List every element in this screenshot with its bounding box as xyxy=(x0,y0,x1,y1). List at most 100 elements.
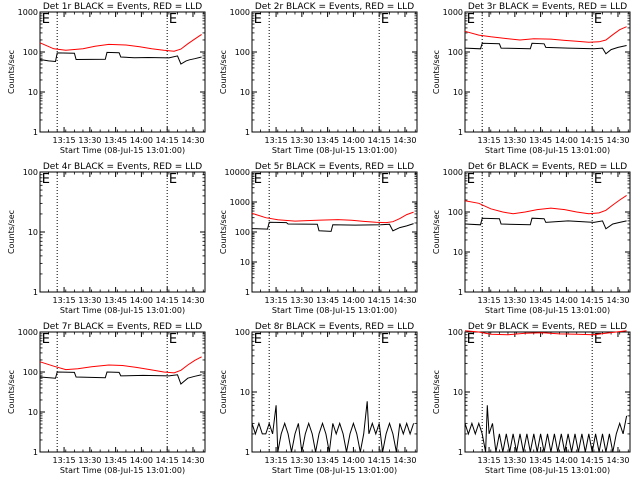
x-tick-label: 14:00 xyxy=(342,136,365,145)
x-tick-label: 13:15 xyxy=(265,456,288,465)
e-marker-label: E xyxy=(254,12,262,27)
y-axis-label: Counts/sec xyxy=(219,370,228,414)
y-tick-label: 100 xyxy=(23,168,38,177)
x-axis-label: Start Time (08-Jul-15 13:01:00) xyxy=(272,306,397,315)
e-marker-label: E xyxy=(254,332,262,347)
y-axis-label: Counts/sec xyxy=(432,210,441,254)
x-tick-label: 14:00 xyxy=(342,456,365,465)
x-tick-label: 13:30 xyxy=(503,136,526,145)
x-tick-label: 14:30 xyxy=(606,136,629,145)
x-tick-label: 13:15 xyxy=(53,456,76,465)
panel-4: Det 4r BLACK = Events, RED = LLD 1 10 100 13… xyxy=(7,162,206,315)
panel-title: Det 6r BLACK = Events, RED = LLD xyxy=(468,162,627,172)
plot-frame xyxy=(464,171,631,293)
e-marker-label: E xyxy=(42,332,50,347)
x-tick-label: 14:15 xyxy=(368,296,391,305)
x-tick-label: 14:30 xyxy=(181,136,204,145)
y-tick-label: 100 xyxy=(448,328,463,337)
y-tick-label: 100 xyxy=(23,48,38,57)
x-tick-label: 13:30 xyxy=(290,456,313,465)
x-tick-label: 13:45 xyxy=(529,136,552,145)
x-tick-label: 13:30 xyxy=(503,296,526,305)
series-events-line xyxy=(251,401,415,453)
y-tick-label: 1000 xyxy=(18,8,38,17)
e-marker-label: E xyxy=(381,172,389,187)
x-tick-label: 13:30 xyxy=(503,456,526,465)
x-tick-label: 13:30 xyxy=(290,136,313,145)
y-tick-label: 1000 xyxy=(443,8,463,17)
x-tick-label: 13:45 xyxy=(104,136,127,145)
x-tick-label: 14:00 xyxy=(130,136,153,145)
series-events-line xyxy=(464,405,628,453)
y-tick-label: 100 xyxy=(448,208,463,217)
panel-title: Det 3r BLACK = Events, RED = LLD xyxy=(468,2,627,12)
e-marker-label: E xyxy=(169,12,177,27)
panel-9: Det 9r BLACK = Events, RED = LLD 1 10 100 13… xyxy=(432,322,631,475)
y-tick-label: 10 xyxy=(453,88,463,97)
x-axis-label: Start Time (08-Jul-15 13:01:00) xyxy=(485,466,610,475)
plot-frame xyxy=(39,11,206,133)
y-tick-label: 10 xyxy=(453,388,463,397)
series-lld-line xyxy=(251,211,414,224)
series-lld-line xyxy=(464,194,627,215)
x-tick-label: 14:00 xyxy=(555,136,578,145)
panel-5: Det 5r BLACK = Events, RED = LLD 1 10 100 10… xyxy=(219,162,418,315)
x-tick-label: 13:15 xyxy=(53,296,76,305)
x-tick-label: 13:30 xyxy=(78,136,101,145)
e-marker-label: E xyxy=(594,332,602,347)
x-tick-label: 14:00 xyxy=(555,296,578,305)
x-tick-label: 14:30 xyxy=(606,456,629,465)
x-tick-label: 14:15 xyxy=(156,136,179,145)
panel-2: Det 2r BLACK = Events, RED = LLD 1 10 100 10… xyxy=(219,2,418,155)
x-axis-label: Start Time (08-Jul-15 13:01:00) xyxy=(485,306,610,315)
panel-6: Det 6r BLACK = Events, RED = LLD 1 10 100 10… xyxy=(432,162,631,315)
panel-3: Det 3r BLACK = Events, RED = LLD 1 10 100 10… xyxy=(432,2,631,155)
x-tick-label: 13:30 xyxy=(78,296,101,305)
e-marker-label: E xyxy=(169,172,177,187)
x-tick-label: 14:30 xyxy=(393,296,416,305)
panel-title: Det 7r BLACK = Events, RED = LLD xyxy=(43,322,202,332)
x-tick-label: 14:30 xyxy=(181,456,204,465)
y-tick-label: 10 xyxy=(28,88,38,97)
plot-frame xyxy=(464,11,631,133)
y-tick-label: 1 xyxy=(245,288,250,297)
y-axis-label: Counts/sec xyxy=(7,210,16,254)
x-tick-label: 13:45 xyxy=(104,456,127,465)
x-tick-label: 13:30 xyxy=(78,456,101,465)
e-marker-label: E xyxy=(467,12,475,27)
x-tick-label: 14:30 xyxy=(181,296,204,305)
series-events-line xyxy=(464,217,627,230)
y-tick-label: 10000 xyxy=(225,168,250,177)
x-tick-label: 13:15 xyxy=(265,296,288,305)
panel-title: Det 4r BLACK = Events, RED = LLD xyxy=(43,162,202,172)
y-tick-label: 100 xyxy=(23,368,38,377)
y-axis-label: Counts/sec xyxy=(432,370,441,414)
x-tick-label: 13:45 xyxy=(316,136,339,145)
e-marker-label: E xyxy=(169,332,177,347)
x-tick-label: 13:15 xyxy=(478,296,501,305)
series-lld-line xyxy=(39,356,202,374)
x-tick-label: 14:15 xyxy=(368,136,391,145)
e-marker-label: E xyxy=(467,172,475,187)
series-events-line xyxy=(39,371,202,385)
y-tick-label: 100 xyxy=(235,328,250,337)
y-tick-label: 100 xyxy=(235,48,250,57)
y-axis-label: Counts/sec xyxy=(219,50,228,94)
x-tick-label: 14:15 xyxy=(581,136,604,145)
y-tick-label: 1000 xyxy=(230,8,250,17)
x-tick-label: 13:45 xyxy=(104,296,127,305)
y-tick-label: 1000 xyxy=(443,168,463,177)
x-tick-label: 13:45 xyxy=(316,296,339,305)
plot-frame xyxy=(251,11,418,133)
series-lld-line xyxy=(39,33,202,52)
x-tick-label: 14:30 xyxy=(393,456,416,465)
x-tick-label: 14:15 xyxy=(156,456,179,465)
x-tick-label: 14:15 xyxy=(156,296,179,305)
y-tick-label: 10 xyxy=(28,228,38,237)
e-marker-label: E xyxy=(467,332,475,347)
y-axis-label: Counts/sec xyxy=(7,370,16,414)
series-events-line xyxy=(251,221,414,232)
x-tick-label: 14:15 xyxy=(581,456,604,465)
panel-title: Det 8r BLACK = Events, RED = LLD xyxy=(255,322,414,332)
x-axis-label: Start Time (08-Jul-15 13:01:00) xyxy=(60,466,185,475)
